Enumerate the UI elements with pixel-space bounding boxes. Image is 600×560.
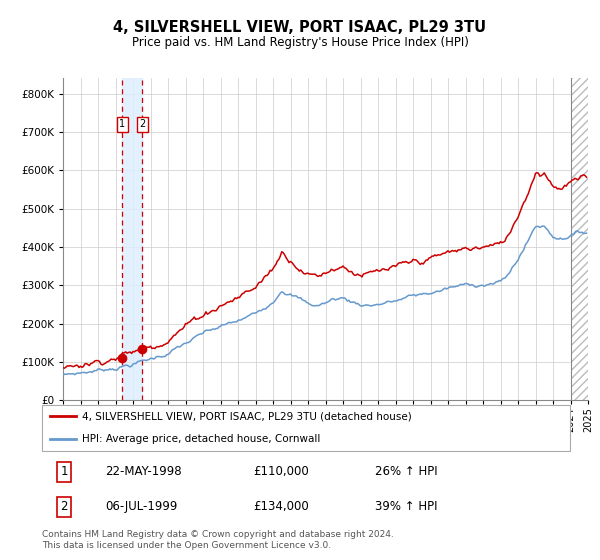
Text: 4, SILVERSHELL VIEW, PORT ISAAC, PL29 3TU (detached house): 4, SILVERSHELL VIEW, PORT ISAAC, PL29 3T…	[82, 412, 412, 421]
Text: 4, SILVERSHELL VIEW, PORT ISAAC, PL29 3TU: 4, SILVERSHELL VIEW, PORT ISAAC, PL29 3T…	[113, 20, 487, 35]
Text: Contains HM Land Registry data © Crown copyright and database right 2024.
This d: Contains HM Land Registry data © Crown c…	[42, 530, 394, 550]
Bar	[571, 78, 588, 400]
Text: Price paid vs. HM Land Registry's House Price Index (HPI): Price paid vs. HM Land Registry's House …	[131, 36, 469, 49]
Bar	[122, 78, 142, 400]
Text: 06-JUL-1999: 06-JUL-1999	[106, 500, 178, 514]
Text: 2: 2	[139, 119, 145, 129]
Text: 2: 2	[61, 500, 68, 514]
Text: £110,000: £110,000	[253, 465, 309, 478]
Text: £134,000: £134,000	[253, 500, 309, 514]
Bar	[571, 78, 588, 400]
Text: 26% ↑ HPI: 26% ↑ HPI	[374, 465, 437, 478]
Text: 1: 1	[119, 119, 125, 129]
Text: 22-MAY-1998: 22-MAY-1998	[106, 465, 182, 478]
FancyBboxPatch shape	[42, 405, 570, 451]
Text: 39% ↑ HPI: 39% ↑ HPI	[374, 500, 437, 514]
Text: HPI: Average price, detached house, Cornwall: HPI: Average price, detached house, Corn…	[82, 435, 320, 444]
Text: 1: 1	[61, 465, 68, 478]
